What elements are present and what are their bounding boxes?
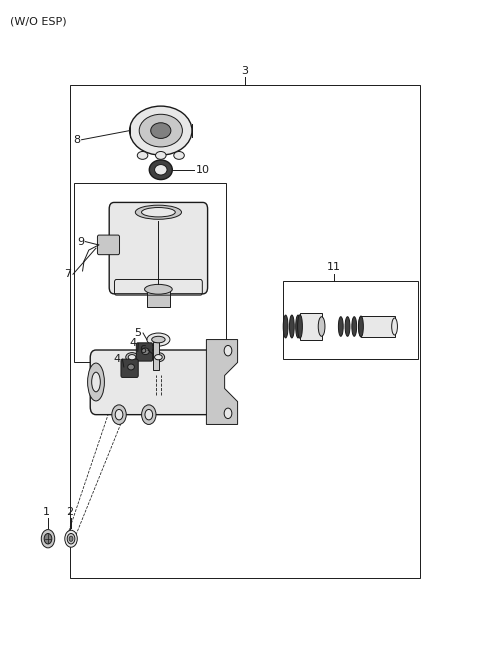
FancyBboxPatch shape [90,350,212,415]
Ellipse shape [155,355,162,360]
Ellipse shape [151,123,171,138]
Bar [300,313,322,340]
Bar [153,342,159,370]
Ellipse shape [144,284,172,294]
Ellipse shape [392,318,397,335]
Ellipse shape [44,534,52,544]
Ellipse shape [147,333,170,346]
Bar [361,316,395,337]
Text: 7: 7 [64,269,71,279]
Ellipse shape [112,405,126,424]
Ellipse shape [152,353,165,362]
Text: (W/O ESP): (W/O ESP) [10,16,66,26]
Text: 3: 3 [241,66,248,76]
Ellipse shape [283,315,288,338]
Ellipse shape [92,372,100,392]
Ellipse shape [115,409,123,420]
Text: 1: 1 [43,507,50,517]
Ellipse shape [289,315,294,338]
FancyBboxPatch shape [109,202,207,294]
Ellipse shape [41,530,55,548]
Bar [147,289,170,307]
Ellipse shape [142,348,149,355]
Ellipse shape [174,151,184,159]
FancyBboxPatch shape [97,235,120,255]
Text: 2: 2 [67,507,73,517]
Text: 9: 9 [77,236,84,247]
Text: 8: 8 [73,135,81,145]
Ellipse shape [156,151,166,159]
Text: 11: 11 [326,263,341,272]
Bar [70,85,420,578]
Ellipse shape [155,165,167,175]
Ellipse shape [352,317,357,336]
Ellipse shape [145,409,153,420]
Ellipse shape [65,530,77,547]
Ellipse shape [126,353,138,362]
Text: 4: 4 [114,354,121,364]
Ellipse shape [318,317,325,336]
Ellipse shape [338,317,343,336]
Ellipse shape [142,208,175,217]
Ellipse shape [359,317,363,336]
Ellipse shape [298,315,302,338]
Ellipse shape [135,205,181,219]
Ellipse shape [67,534,75,544]
Ellipse shape [149,160,172,180]
Ellipse shape [359,316,363,337]
Ellipse shape [139,114,182,147]
Ellipse shape [137,151,148,159]
Ellipse shape [224,345,232,356]
Bar [283,281,418,359]
Ellipse shape [130,106,192,155]
FancyBboxPatch shape [121,359,138,377]
Ellipse shape [128,355,136,360]
Text: 4: 4 [130,338,137,349]
Ellipse shape [69,536,73,541]
Ellipse shape [128,364,134,370]
FancyBboxPatch shape [136,343,153,361]
Text: 6: 6 [139,345,146,355]
Ellipse shape [224,408,232,419]
Ellipse shape [142,405,156,424]
Text: 10: 10 [196,165,210,175]
Ellipse shape [152,336,165,343]
Bar [74,183,226,362]
Ellipse shape [345,317,350,336]
Ellipse shape [296,315,300,338]
Text: 5: 5 [134,328,142,338]
Ellipse shape [87,363,104,401]
Polygon shape [206,340,238,424]
